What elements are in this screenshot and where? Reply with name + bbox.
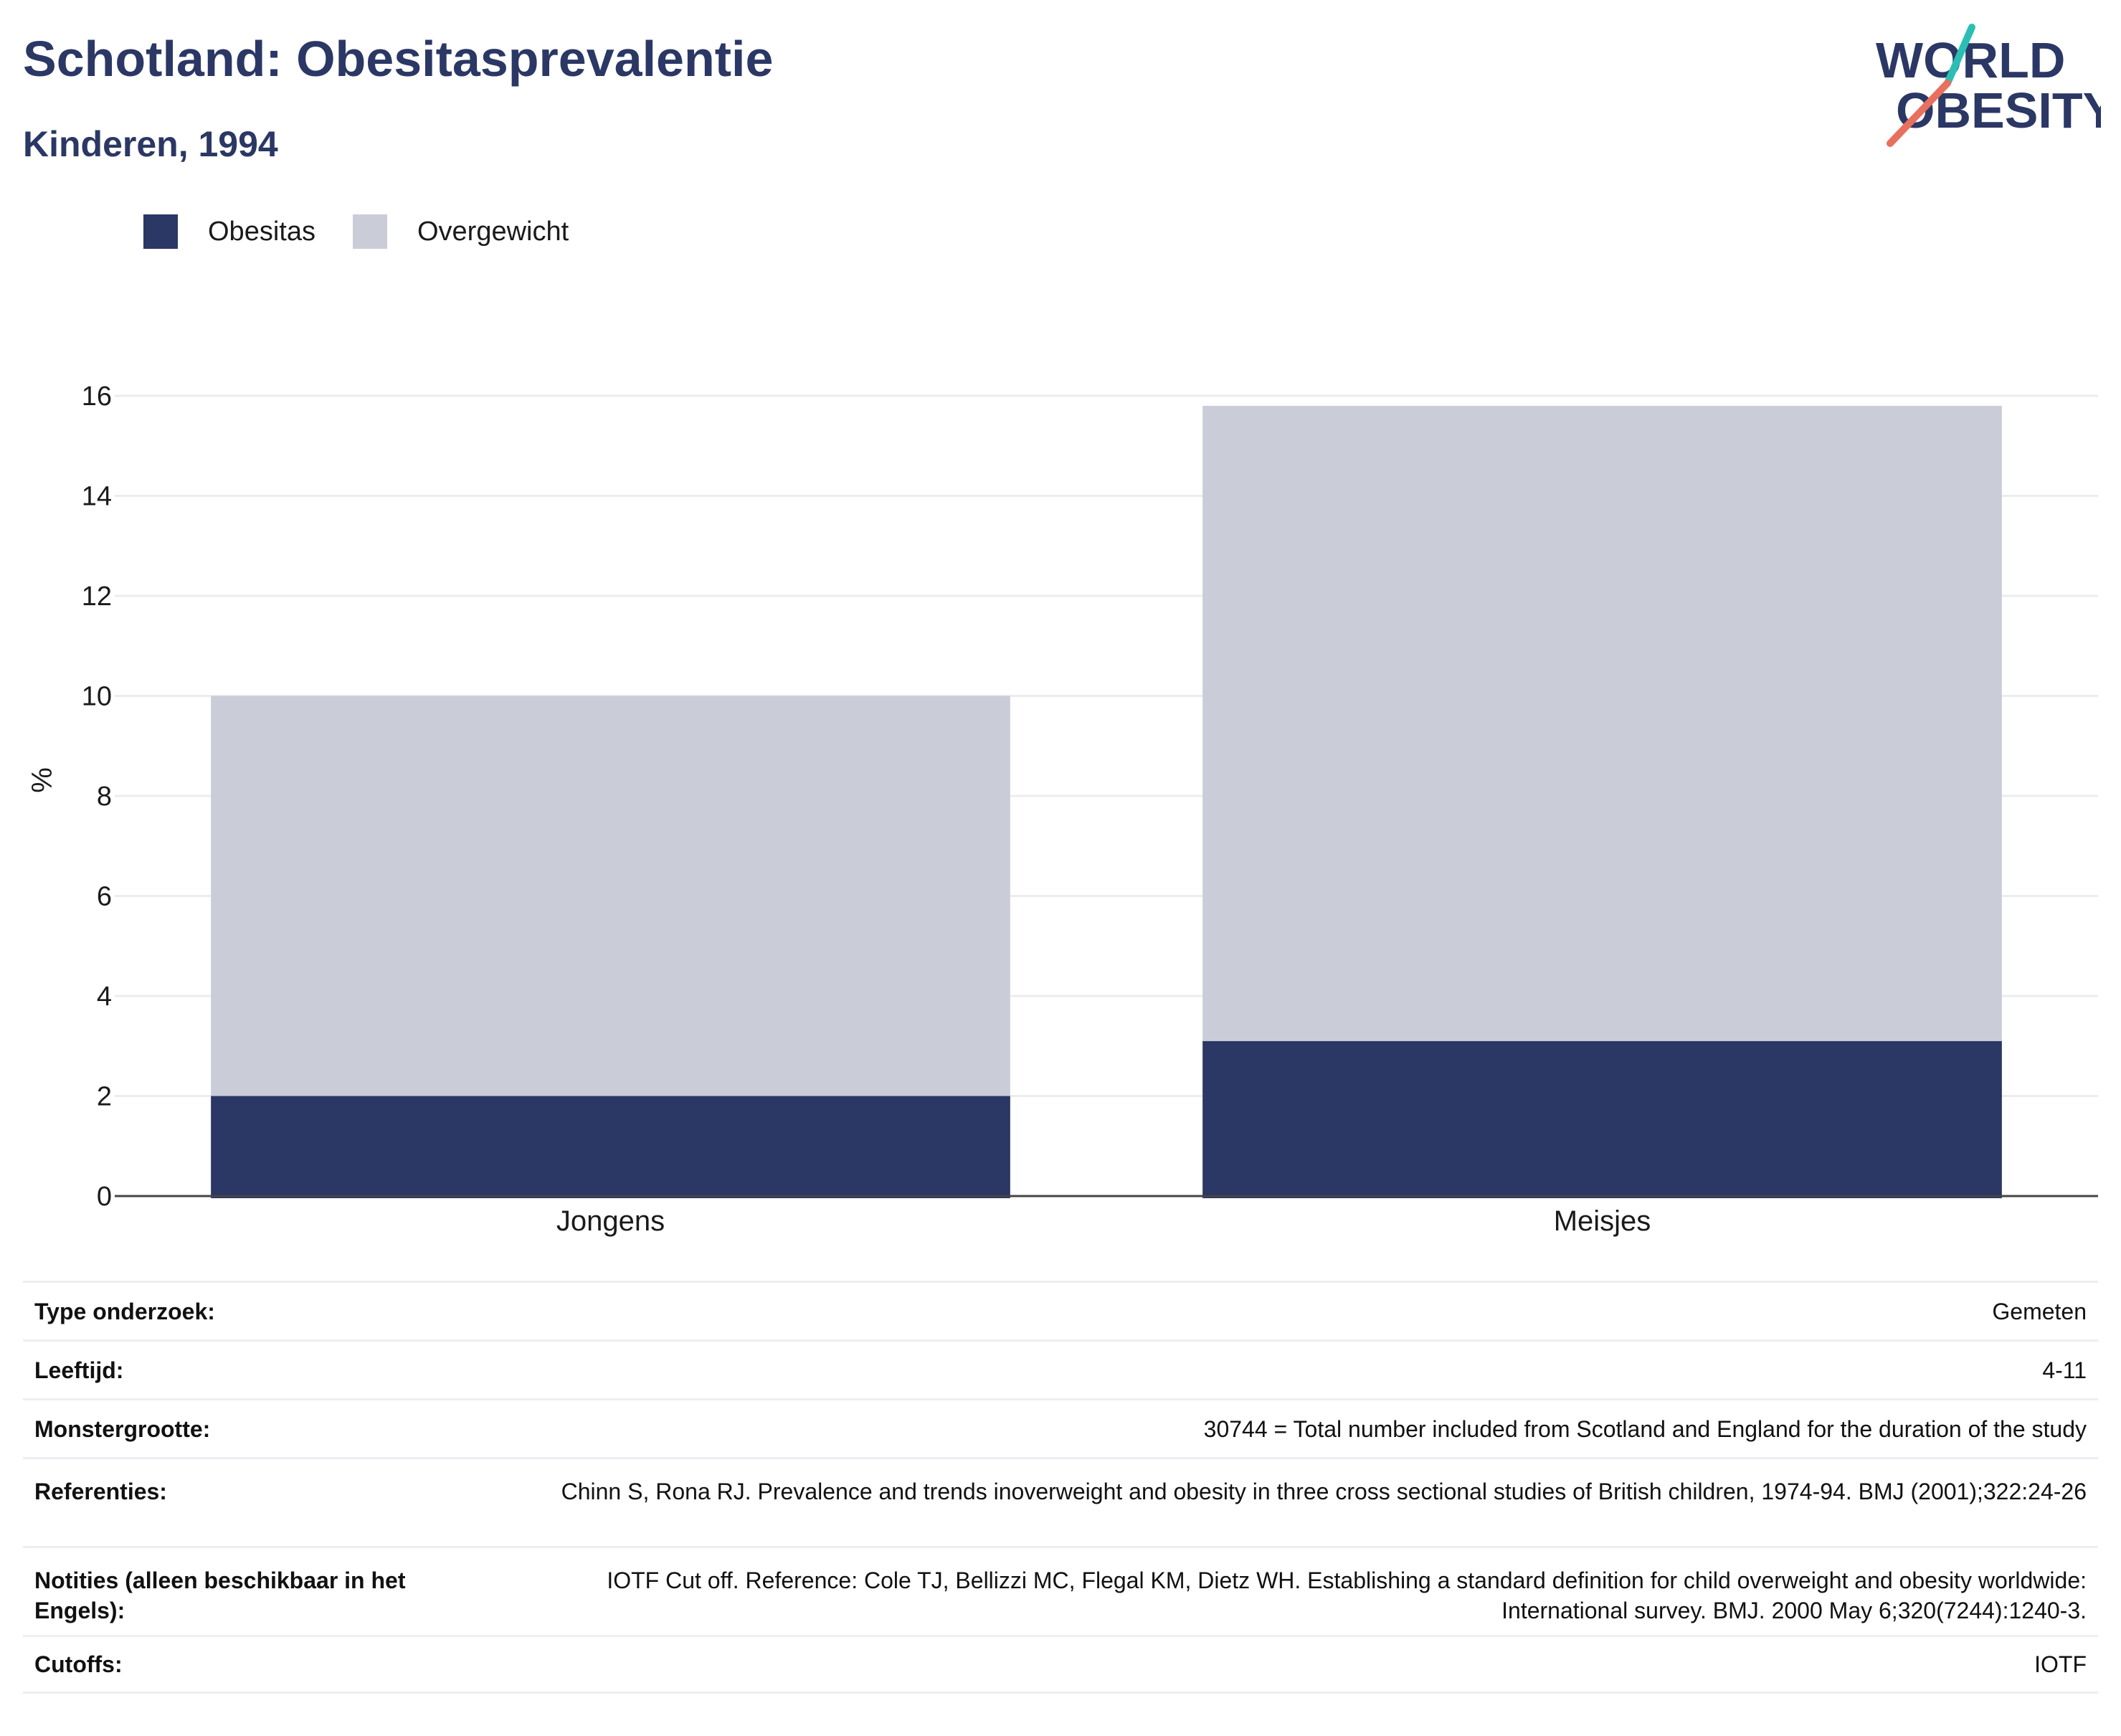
row-value: IOTF Cut off. Reference: Cole TJ, Belliz… xyxy=(607,1567,2087,1623)
row-value: IOTF xyxy=(2034,1651,2087,1677)
legend-swatch-obesitas xyxy=(143,214,178,249)
table-row: Notities (alleen beschikbaar in het Enge… xyxy=(23,1546,2098,1635)
y-tick-label: 16 xyxy=(82,381,112,412)
study-info-table: Type onderzoek: Gemeten Leeftijd: 4-11 M… xyxy=(23,1281,2098,1694)
table-row: Type onderzoek: Gemeten xyxy=(23,1281,2098,1339)
row-value: 30744 = Total number included from Scotl… xyxy=(1203,1415,2087,1442)
row-key: Monstergrootte: xyxy=(34,1415,211,1442)
row-key: Leeftijd: xyxy=(34,1357,124,1383)
y-axis-label: % xyxy=(27,767,58,793)
y-tick-label: 8 xyxy=(97,782,112,812)
logo-text-world: WORLD xyxy=(1876,32,2065,88)
legend-item-overgewicht[interactable]: Overgewicht xyxy=(352,214,569,249)
bar-obesitas-meisjes[interactable] xyxy=(1202,1040,2002,1198)
bar-overgewicht-jongens[interactable] xyxy=(211,696,1010,1096)
table-row: Cutoffs: IOTF xyxy=(23,1635,2098,1694)
y-tick-label: 4 xyxy=(97,982,112,1012)
bar-chart: 0 2 4 6 8 10 12 14 16% Jongens Meisjes xyxy=(27,381,2098,1237)
y-tick-label: 0 xyxy=(97,1182,112,1212)
legend-label-obesitas: Obesitas xyxy=(208,216,315,247)
logo-slash-teal xyxy=(1944,24,1975,87)
table-row: Leeftijd: 4-11 xyxy=(23,1339,2098,1398)
y-tick-label: 6 xyxy=(97,882,112,912)
row-value: 4-11 xyxy=(2042,1357,2087,1383)
y-tick-label: 2 xyxy=(97,1082,112,1112)
table-row: Monstergrootte: 30744 = Total number inc… xyxy=(23,1398,2098,1457)
y-tick-label: 14 xyxy=(82,482,112,512)
chart-legend: Obesitas Overgewicht xyxy=(143,214,606,250)
chart-title: Schotland: Obesitasprevalentie xyxy=(23,31,774,87)
row-key: Type onderzoek: xyxy=(34,1298,215,1324)
x-tick-label: Meisjes xyxy=(1554,1205,1651,1237)
legend-label-overgewicht: Overgewicht xyxy=(417,216,569,247)
chart-subtitle: Kinderen, 1994 xyxy=(23,124,278,164)
row-value: Chinn S, Rona RJ. Prevalence and trends … xyxy=(561,1479,2087,1504)
bar-overgewicht-meisjes[interactable] xyxy=(1202,405,2002,1041)
table-row: Referenties: Chinn S, Rona RJ. Prevalenc… xyxy=(23,1457,2098,1546)
legend-swatch-overgewicht xyxy=(352,214,387,249)
y-tick-label: 12 xyxy=(82,582,112,612)
logo-slash-coral xyxy=(1887,80,1951,147)
row-value: Gemeten xyxy=(1992,1298,2087,1324)
row-key: Cutoffs: xyxy=(34,1651,123,1677)
y-tick-label: 10 xyxy=(82,682,112,712)
row-key: Notities (alleen beschikbaar in het Enge… xyxy=(34,1567,406,1623)
world-obesity-logo: WORLD OBESITY xyxy=(1876,24,2101,147)
logo-text-obesity: OBESITY xyxy=(1896,82,2101,138)
legend-item-obesitas[interactable]: Obesitas xyxy=(143,214,315,249)
row-key: Referenties: xyxy=(34,1479,167,1504)
x-tick-label: Jongens xyxy=(556,1205,665,1237)
bar-obesitas-jongens[interactable] xyxy=(211,1096,1010,1199)
